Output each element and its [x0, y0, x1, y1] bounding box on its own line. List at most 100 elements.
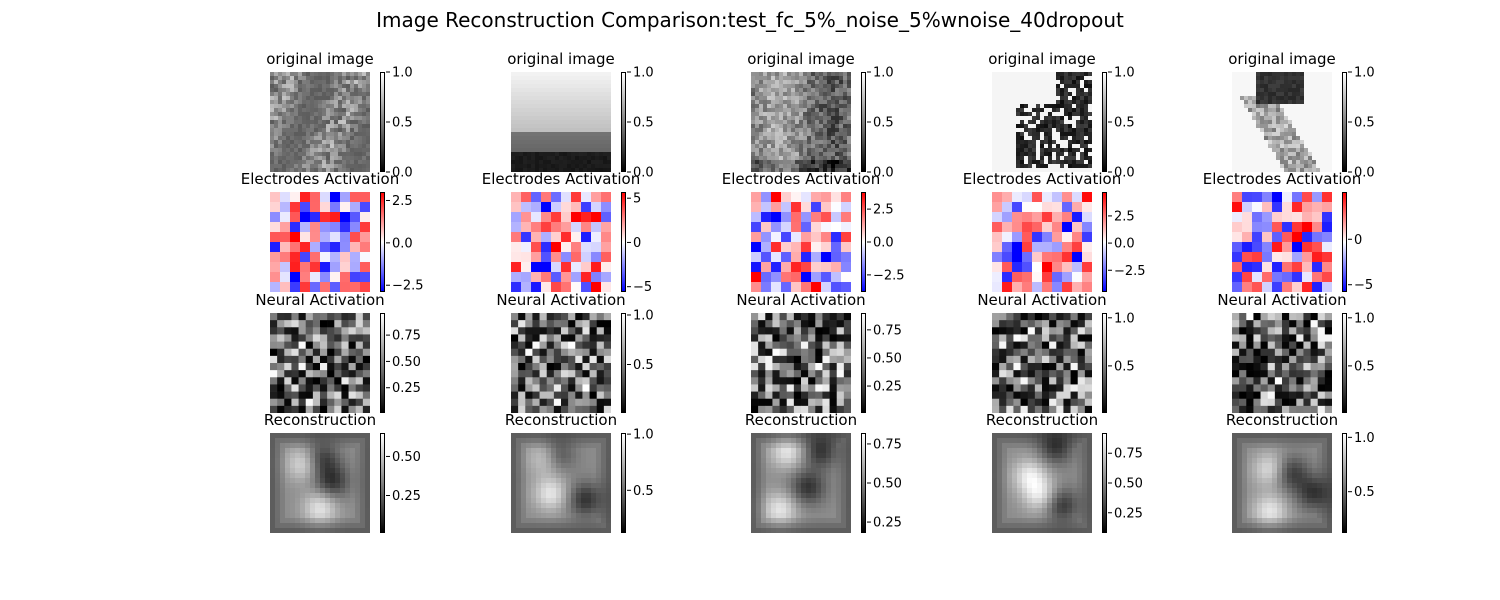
pixel [539, 80, 544, 85]
pixel [1028, 128, 1033, 133]
pixel [603, 100, 608, 105]
neuron-cell [298, 370, 307, 378]
pixel [1016, 104, 1021, 109]
pixel [362, 72, 367, 77]
pixel [575, 84, 580, 89]
pixel [1028, 84, 1033, 89]
pixel [1072, 148, 1077, 153]
electrode-cell [300, 202, 310, 212]
neuron-cell [992, 327, 1000, 335]
neuron-cell [362, 320, 370, 328]
pixel [342, 168, 347, 172]
pixel [1000, 120, 1005, 125]
pixel [575, 76, 580, 81]
recon-cell [511, 458, 517, 464]
recon-cell [355, 523, 361, 529]
recon-cell [801, 473, 807, 479]
recon-cell [290, 503, 296, 509]
recon-cell [771, 463, 777, 469]
pixel [1008, 160, 1013, 165]
pixel [559, 112, 564, 117]
neuron-cell [589, 370, 598, 378]
recon-cell [551, 448, 557, 454]
pixel [847, 148, 851, 153]
pixel [787, 120, 792, 125]
pixel [847, 156, 851, 161]
neuron-cell [992, 313, 1000, 321]
pixel [274, 104, 279, 109]
neuron-cell [270, 363, 278, 371]
recon-cell [305, 488, 311, 494]
pixel [783, 132, 788, 137]
pixel [330, 72, 335, 77]
neuron-cell [779, 405, 788, 413]
pixel [1068, 80, 1073, 85]
pixel [1000, 92, 1005, 97]
pixel [543, 104, 548, 109]
pixel [523, 132, 528, 137]
pixel [330, 92, 335, 97]
electrode-cell [1002, 282, 1012, 292]
pixel [1044, 100, 1049, 105]
colorbar-tick-label: −2.5 [873, 268, 905, 283]
pixel [350, 152, 355, 157]
pixel [302, 132, 307, 137]
pixel [783, 104, 788, 109]
pixel [1080, 80, 1085, 85]
recon-cell [791, 438, 797, 444]
pixel [1036, 136, 1041, 141]
recon-cell [586, 503, 592, 509]
neuron-cell [589, 320, 598, 328]
electrode-cell [821, 202, 831, 212]
pixel [1036, 148, 1041, 153]
neuron-cell [355, 341, 364, 350]
pixel [599, 152, 604, 157]
panel-title: Neural Activation [255, 291, 385, 309]
recon-cell [310, 503, 316, 509]
pixel [767, 160, 772, 165]
pixel [799, 156, 804, 161]
neuron-cell [829, 405, 838, 413]
neuron-cell [582, 398, 590, 407]
pixel [1020, 84, 1025, 89]
recon-cell [801, 508, 807, 514]
pixel [591, 96, 596, 101]
pixel [294, 76, 299, 81]
pixel [322, 132, 327, 137]
pixel [771, 92, 776, 97]
recon-cell [335, 478, 341, 484]
pixel [767, 168, 772, 172]
pixel [583, 124, 588, 129]
pixel [583, 92, 588, 97]
pixel [1032, 132, 1037, 137]
recon-cell [591, 438, 597, 444]
pixel [362, 164, 367, 169]
recon-cell [761, 523, 767, 529]
pixel [314, 136, 319, 141]
neuron-cell [277, 363, 285, 371]
neuron-cell [808, 398, 816, 407]
recon-cell [310, 473, 316, 479]
pixel [270, 124, 275, 129]
pixel [1024, 160, 1029, 165]
neuron-cell [1063, 327, 1071, 335]
recon-cell [355, 468, 361, 474]
pixel [607, 120, 611, 125]
pixel [274, 136, 279, 141]
electrode-cell [1062, 252, 1072, 262]
recon-cell [516, 443, 522, 449]
electrode-cell [1032, 222, 1042, 232]
pixel [763, 84, 768, 89]
pixel [775, 104, 780, 109]
recon-cell [360, 493, 366, 499]
pixel [515, 92, 520, 97]
pixel [294, 120, 299, 125]
pixel [1068, 140, 1073, 145]
electrode-cell [511, 272, 521, 282]
pixel [322, 128, 327, 133]
electrode-cell [771, 232, 781, 242]
pixel [815, 132, 820, 137]
pixel [559, 104, 564, 109]
pixel [322, 136, 327, 141]
pixel [783, 112, 788, 117]
